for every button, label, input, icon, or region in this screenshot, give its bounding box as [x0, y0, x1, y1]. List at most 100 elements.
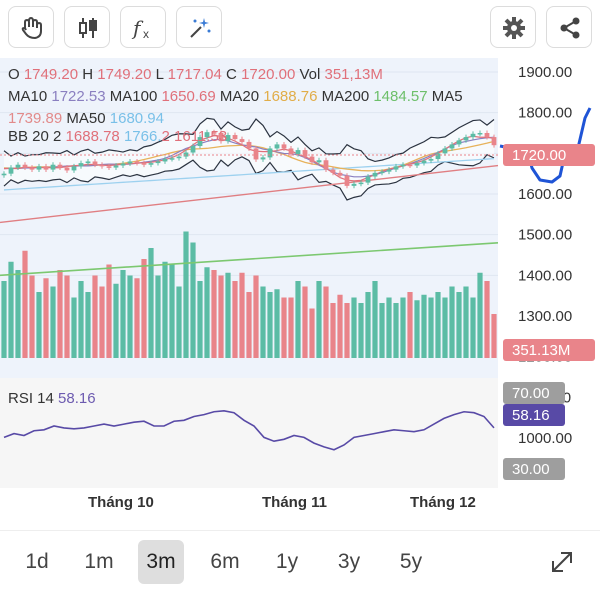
- volume-bar: [197, 281, 203, 358]
- range-1y[interactable]: 1y: [275, 550, 299, 573]
- volume-bar: [1, 281, 7, 358]
- candle-body: [428, 159, 434, 161]
- volume-bar: [456, 292, 462, 358]
- volume-bar: [344, 303, 350, 358]
- volume-bar: [407, 292, 413, 358]
- candle-body: [36, 166, 42, 170]
- volume-bar: [351, 297, 357, 358]
- price-tick-label: 1800.00: [518, 105, 572, 122]
- range-1d[interactable]: 1d: [25, 550, 49, 573]
- candle-body: [106, 166, 112, 168]
- rsi-value-tag: 58.16: [512, 407, 550, 424]
- volume-bars: [1, 231, 497, 358]
- volume-bar: [218, 275, 224, 358]
- volume-bar: [57, 270, 63, 358]
- candle-body: [218, 133, 224, 142]
- candle-body: [267, 148, 273, 158]
- candle-body: [309, 156, 315, 163]
- close-value: 1720.00: [241, 66, 296, 83]
- rsi-pane: [0, 378, 498, 488]
- candle-body: [274, 144, 280, 149]
- rsi-line: [3, 409, 495, 451]
- range-5y[interactable]: 5y: [399, 550, 423, 573]
- x-label-oct: Tháng 10: [88, 494, 154, 511]
- volume-bar: [8, 261, 14, 358]
- volume-bar: [127, 275, 133, 358]
- volume-bar: [428, 297, 434, 358]
- divider: [0, 530, 600, 531]
- ma5-value: 1739.89: [8, 110, 63, 127]
- volume-bar: [211, 270, 217, 358]
- volume-bar: [358, 303, 364, 358]
- price-tick-label: 1500.00: [518, 227, 572, 244]
- bollinger-legend: BB 20 2 1688.78 1766.2 1611.53: [8, 128, 227, 145]
- ma200-value: 1484.57: [373, 88, 428, 105]
- candle-body: [211, 132, 217, 134]
- candle-body: [463, 137, 469, 141]
- candle-body: [351, 183, 357, 186]
- candle-body: [470, 133, 476, 138]
- ma-legend-row: MA10 1722.53 MA100 1650.69 MA20 1688.76 …: [8, 88, 463, 105]
- magic-draw-icon: [190, 18, 211, 38]
- settings-button[interactable]: [490, 6, 536, 48]
- ma100-value: 1650.69: [161, 88, 216, 105]
- x-label-dec: Tháng 12: [410, 494, 476, 511]
- volume-bar: [309, 308, 315, 358]
- current-price-tag-bg: [503, 144, 595, 166]
- volume-bar: [274, 289, 280, 358]
- high-value: 1749.20: [97, 66, 152, 83]
- candle-body: [295, 150, 301, 155]
- volume-bar: [302, 286, 308, 358]
- volume-bar: [225, 272, 231, 358]
- candle-body: [176, 156, 182, 159]
- volume-bar: [22, 250, 28, 358]
- settings-icon: [503, 17, 525, 39]
- candle-body: [358, 182, 364, 185]
- volume-bar: [43, 278, 49, 358]
- function-icon: f x: [131, 16, 149, 41]
- candle-body: [246, 141, 252, 149]
- ma100-label: MA100: [109, 88, 158, 105]
- volume-bar: [393, 303, 399, 358]
- share-button[interactable]: [546, 6, 592, 48]
- candle-body: [302, 150, 308, 157]
- candle-body: [225, 135, 231, 142]
- drawing-tools-button[interactable]: [176, 6, 222, 48]
- volume-bar: [337, 294, 343, 358]
- volume-bar: [449, 286, 455, 358]
- candle-body: [484, 133, 490, 138]
- price-chart[interactable]: 1900.001800.001700.001600.001500.001400.…: [0, 58, 600, 488]
- volume-bar: [190, 242, 196, 358]
- volume-bar: [92, 275, 98, 358]
- range-3y[interactable]: 3y: [337, 550, 361, 573]
- volume-bar: [414, 300, 420, 358]
- candle-body: [421, 160, 427, 164]
- bb-upper-value: 1766.: [123, 128, 162, 145]
- rsi-label: RSI 14: [8, 390, 54, 407]
- volume-bar: [246, 292, 252, 358]
- x-label-nov: Tháng 11: [262, 494, 328, 511]
- volume-bar: [442, 297, 448, 358]
- open-value: 1749.20: [23, 66, 79, 83]
- candle-body: [57, 164, 63, 168]
- range-6m[interactable]: 6m: [210, 550, 240, 573]
- volume-bar: [365, 292, 371, 358]
- range-3m[interactable]: 3m: [138, 540, 184, 584]
- range-1m[interactable]: 1m: [84, 550, 114, 573]
- ma50-value: 1680.94: [109, 110, 164, 127]
- candle-body: [127, 161, 133, 164]
- candle-body: [64, 167, 70, 171]
- volume-tag: 351.13M: [512, 342, 570, 359]
- indicators-button[interactable]: f x: [120, 6, 166, 48]
- chart-type-button[interactable]: [64, 6, 110, 48]
- ma100-line: [0, 164, 499, 224]
- volume-bar: [155, 275, 161, 358]
- hand-tool-button[interactable]: [8, 6, 54, 48]
- bb-mid-value: 1688.78: [65, 128, 120, 145]
- volume-bar: [176, 286, 182, 358]
- volume-bar: [113, 283, 119, 358]
- volume-bar: [386, 297, 392, 358]
- expand-icon[interactable]: [548, 548, 576, 576]
- candle-body: [365, 176, 371, 183]
- volume-bar: [323, 286, 329, 358]
